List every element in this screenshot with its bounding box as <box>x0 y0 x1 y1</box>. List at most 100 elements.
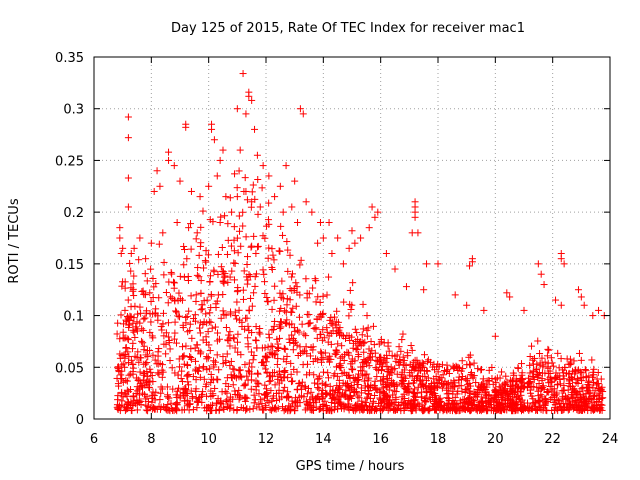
data-point <box>186 320 194 328</box>
data-point <box>171 369 179 377</box>
data-point <box>565 379 573 387</box>
data-point <box>463 375 471 383</box>
data-point <box>327 320 335 328</box>
data-point <box>217 213 225 221</box>
data-point <box>338 370 346 378</box>
data-point <box>247 385 255 393</box>
data-point <box>127 250 135 258</box>
data-point <box>290 324 298 332</box>
data-point <box>248 96 256 104</box>
data-point <box>193 271 201 279</box>
data-point <box>498 368 506 376</box>
data-point <box>124 174 132 182</box>
data-point <box>219 146 227 154</box>
data-point <box>496 374 504 382</box>
data-point <box>137 309 145 317</box>
data-point <box>256 330 264 338</box>
data-point <box>290 365 298 373</box>
data-point <box>149 334 157 342</box>
data-point <box>233 338 241 346</box>
data-point <box>163 403 171 411</box>
data-point <box>245 92 253 100</box>
data-point <box>262 365 270 373</box>
data-point <box>240 267 248 275</box>
data-point <box>441 367 449 375</box>
data-point <box>155 370 163 378</box>
data-point <box>351 239 359 247</box>
data-point <box>297 256 305 264</box>
data-point <box>520 306 528 314</box>
data-point <box>187 353 195 361</box>
data-point <box>503 289 511 297</box>
data-point <box>318 311 326 319</box>
data-point <box>259 162 267 170</box>
data-point <box>525 379 533 387</box>
data-point <box>270 296 278 304</box>
data-point <box>374 208 382 216</box>
data-point <box>396 358 404 366</box>
data-point <box>163 393 171 401</box>
data-point <box>254 370 262 378</box>
data-point <box>354 392 362 400</box>
data-point <box>276 247 284 255</box>
data-point <box>552 296 560 304</box>
data-point <box>185 224 193 232</box>
data-point <box>129 319 137 327</box>
data-point <box>348 227 356 235</box>
data-point <box>574 286 582 294</box>
data-point <box>514 392 522 400</box>
data-point <box>147 318 155 326</box>
data-point <box>357 234 365 242</box>
data-point <box>224 220 232 228</box>
data-point <box>368 203 376 211</box>
data-point <box>117 250 125 258</box>
data-point <box>156 182 164 190</box>
data-point <box>216 218 224 226</box>
data-point <box>371 392 379 400</box>
data-point <box>288 273 296 281</box>
data-point <box>318 379 326 387</box>
data-point <box>228 208 236 216</box>
data-point <box>230 259 238 267</box>
data-point <box>438 384 446 392</box>
data-point <box>310 324 318 332</box>
data-point <box>491 375 499 383</box>
data-point <box>231 170 239 178</box>
data-point <box>147 239 155 247</box>
data-point <box>178 367 186 375</box>
data-point <box>250 391 258 399</box>
data-point <box>463 301 471 309</box>
data-point <box>573 375 581 383</box>
data-point <box>174 312 182 320</box>
data-point <box>245 359 253 367</box>
data-point <box>296 105 304 113</box>
data-point <box>267 342 275 350</box>
data-point <box>121 306 129 314</box>
data-point <box>204 328 212 336</box>
data-point <box>139 339 147 347</box>
data-point <box>302 275 310 283</box>
data-point <box>289 304 297 312</box>
data-point <box>126 259 134 267</box>
data-point <box>582 367 590 375</box>
data-point <box>141 370 149 378</box>
data-points <box>113 70 608 415</box>
data-point <box>252 336 260 344</box>
data-point <box>156 396 164 404</box>
data-point <box>204 251 212 259</box>
data-point <box>373 373 381 381</box>
data-point <box>287 370 295 378</box>
data-point <box>245 270 253 278</box>
data-point <box>408 229 416 237</box>
data-point <box>363 370 371 378</box>
data-point <box>558 395 566 403</box>
data-point <box>182 342 190 350</box>
data-point <box>434 260 442 268</box>
data-point <box>197 239 205 247</box>
data-point <box>541 358 549 366</box>
data-point <box>146 328 154 336</box>
data-point <box>491 332 499 340</box>
data-point <box>233 193 241 201</box>
data-point <box>213 399 221 407</box>
data-point <box>133 406 141 414</box>
